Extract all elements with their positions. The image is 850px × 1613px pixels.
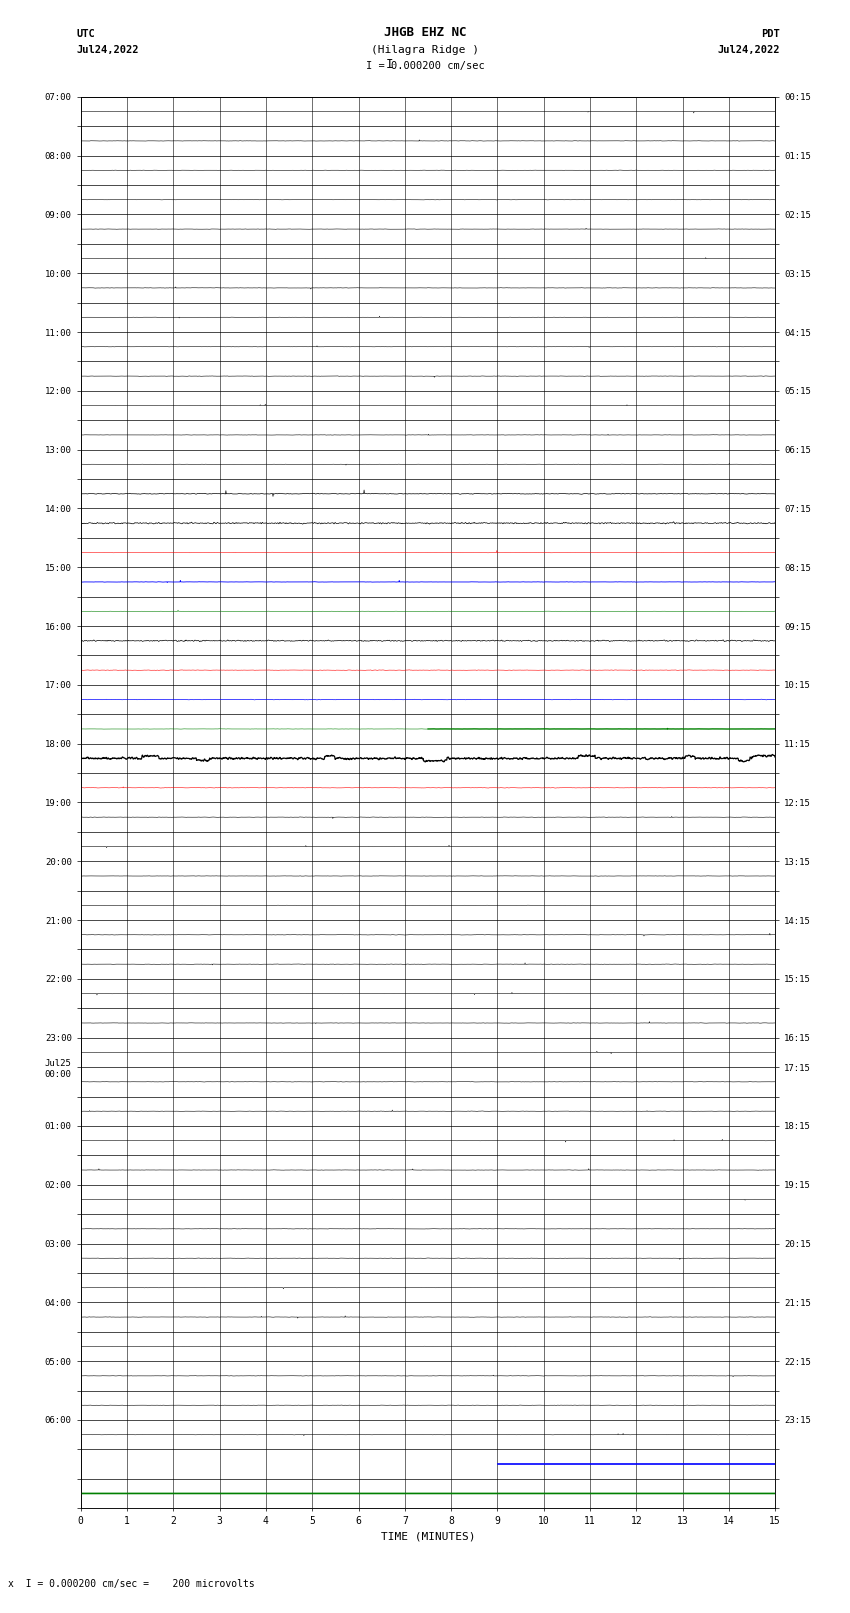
Text: x  I = 0.000200 cm/sec =    200 microvolts: x I = 0.000200 cm/sec = 200 microvolts	[8, 1579, 255, 1589]
Text: Jul24,2022: Jul24,2022	[76, 45, 139, 55]
Text: PDT: PDT	[761, 29, 779, 39]
Text: I: I	[386, 58, 393, 71]
Text: I = 0.000200 cm/sec: I = 0.000200 cm/sec	[366, 61, 484, 71]
Text: JHGB EHZ NC: JHGB EHZ NC	[383, 26, 467, 39]
X-axis label: TIME (MINUTES): TIME (MINUTES)	[381, 1531, 475, 1542]
Text: (Hilagra Ridge ): (Hilagra Ridge )	[371, 45, 479, 55]
Text: UTC: UTC	[76, 29, 95, 39]
Text: Jul24,2022: Jul24,2022	[717, 45, 779, 55]
